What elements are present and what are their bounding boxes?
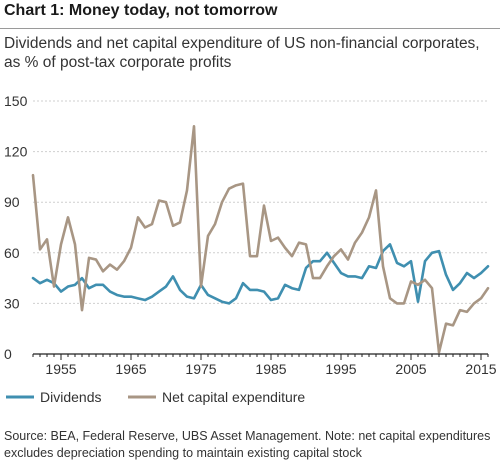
y-tick-label: 0 xyxy=(4,346,12,362)
x-tick-label: 1955 xyxy=(45,361,76,377)
legend: Dividends Net capital expenditure xyxy=(6,389,305,405)
y-axis-ticks: 0 30 60 90 120 150 xyxy=(4,93,28,362)
source-note: Source: BEA, Federal Reserve, UBS Asset … xyxy=(4,429,491,460)
legend-label: Net capital expenditure xyxy=(162,389,305,405)
x-tick-label: 2005 xyxy=(395,361,426,377)
y-tick-label: 150 xyxy=(4,93,28,109)
x-tick-label: 1995 xyxy=(325,361,356,377)
chart-title: Chart 1: Money today, not tomorrow xyxy=(4,2,278,19)
y-tick-label: 120 xyxy=(4,144,28,160)
y-tick-label: 60 xyxy=(4,245,20,261)
x-tick-label: 1985 xyxy=(255,361,286,377)
x-tick-label: 1965 xyxy=(115,361,146,377)
gridlines xyxy=(33,100,488,304)
y-tick-label: 30 xyxy=(4,295,20,311)
x-axis: 1955 1965 1975 1985 1995 2005 2015 xyxy=(32,353,497,377)
legend-label: Dividends xyxy=(40,389,101,405)
y-tick-label: 90 xyxy=(4,194,20,210)
x-tick-label: 2015 xyxy=(465,361,496,377)
chart-subtitle: Dividends and net capital expenditure of… xyxy=(4,35,480,71)
series-lines xyxy=(31,125,490,354)
series-line-net-capital-expenditure xyxy=(31,125,490,354)
x-tick-label: 1975 xyxy=(185,361,216,377)
series-line-dividends xyxy=(31,243,490,305)
title-divider xyxy=(0,28,500,29)
